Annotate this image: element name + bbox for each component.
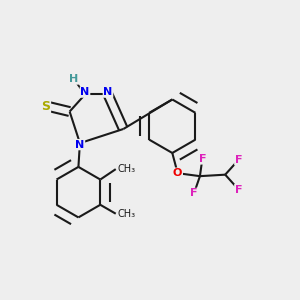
Text: CH₃: CH₃ bbox=[118, 164, 136, 174]
Text: F: F bbox=[235, 155, 242, 165]
Text: S: S bbox=[41, 100, 50, 113]
Text: N: N bbox=[80, 87, 90, 97]
Text: CH₃: CH₃ bbox=[118, 209, 136, 219]
Text: N: N bbox=[103, 87, 112, 97]
Text: F: F bbox=[235, 184, 242, 194]
Text: O: O bbox=[173, 168, 182, 178]
Text: H: H bbox=[69, 74, 78, 84]
Text: F: F bbox=[199, 154, 206, 164]
Text: F: F bbox=[190, 188, 198, 198]
Text: N: N bbox=[75, 140, 85, 150]
